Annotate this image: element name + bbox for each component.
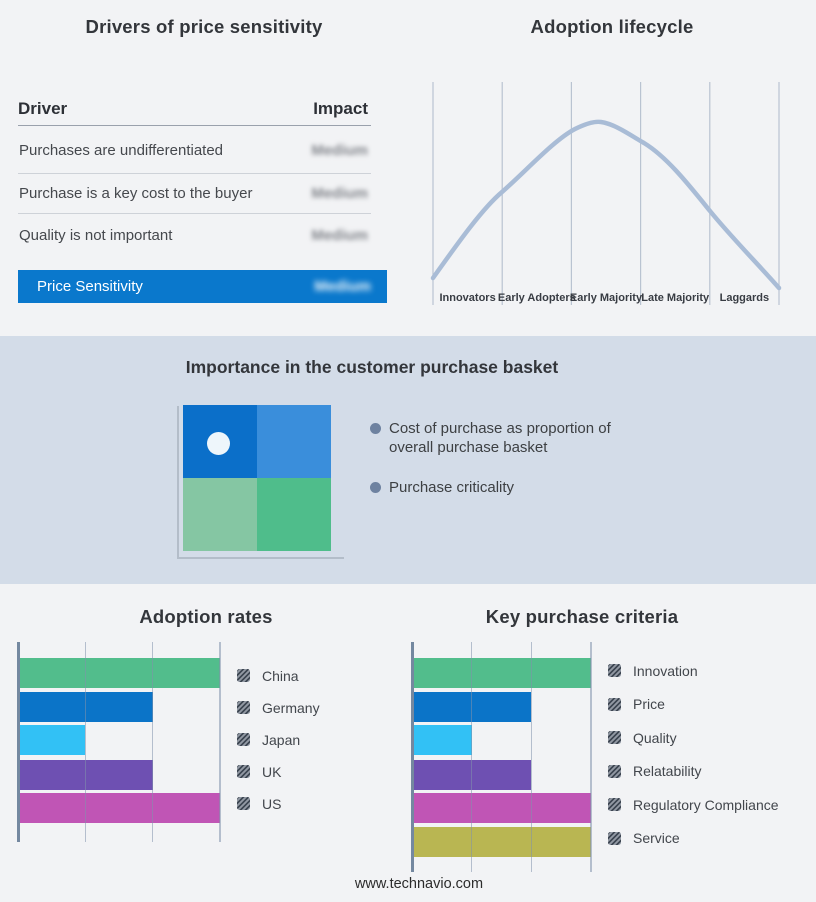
legend-swatch-icon xyxy=(608,831,621,845)
lifecycle-title: Adoption lifecycle xyxy=(530,16,694,37)
legend-swatch-icon xyxy=(237,701,250,714)
legend-label: Relatability xyxy=(633,763,702,779)
stage-label: Late Majority xyxy=(641,292,710,304)
legend-label: Quality xyxy=(633,729,677,746)
quadrant-y-axis xyxy=(177,406,179,558)
driver-row: Purchases are undifferentiated Medium xyxy=(18,127,371,174)
legend-item: US xyxy=(237,787,281,820)
stage-label: Early Majority xyxy=(569,292,643,304)
website-url: www.technavio.com xyxy=(354,876,484,892)
legend-swatch-icon xyxy=(608,731,621,744)
bar-us xyxy=(18,793,220,823)
legend-swatch-icon xyxy=(608,697,621,711)
legend-label: UK xyxy=(262,763,282,780)
legend-item: Quality xyxy=(608,721,677,754)
legend-swatch-icon xyxy=(608,764,621,778)
quadrant-cell-bottom-right xyxy=(257,478,331,551)
driver-cell: Quality is not important xyxy=(19,227,173,244)
purchase-basket-band xyxy=(0,336,816,584)
legend-label: China xyxy=(262,667,299,684)
gridline xyxy=(219,642,221,842)
driver-row: Purchase is a key cost to the buyer Mediu… xyxy=(18,173,371,214)
gridline xyxy=(471,642,473,872)
bar-service xyxy=(412,827,591,857)
bullet-item: Cost of purchase as proportion of overal… xyxy=(370,419,640,457)
legend-swatch-icon xyxy=(237,733,250,746)
basket-bullet-list: Cost of purchase as proportion of overal… xyxy=(370,419,640,518)
drivers-title: Drivers of price sensitivity xyxy=(85,16,323,37)
quadrant-cell-bottom-left xyxy=(183,478,257,551)
key-purchase-criteria-plot xyxy=(411,642,592,872)
price-sensitivity-label: Price Sensitivity xyxy=(37,278,143,295)
bullet-icon xyxy=(370,423,381,434)
basket-title: Importance in the customer purchase bask… xyxy=(185,357,559,377)
stage-label: Laggards xyxy=(719,292,770,304)
bar-china xyxy=(18,658,220,688)
legend-label: Regulatory Compliance xyxy=(633,796,779,813)
adoption-rates-title: Adoption rates xyxy=(139,606,273,627)
legend-item: Relatability xyxy=(608,755,701,788)
legend-item: Service xyxy=(608,822,680,855)
stage-label: Innovators xyxy=(439,292,496,304)
legend-label: Price xyxy=(633,696,665,712)
gridline xyxy=(152,642,154,842)
key-purchase-criteria-title: Key purchase criteria xyxy=(485,606,679,627)
purchase-basket-quadrant xyxy=(183,405,331,551)
legend-label: Germany xyxy=(262,699,320,716)
quadrant-cell-top-left xyxy=(183,405,257,478)
legend-item: Regulatory Compliance xyxy=(608,788,779,821)
bar-regulatory-compliance xyxy=(412,793,591,823)
y-axis-line xyxy=(17,642,20,842)
legend-item: Japan xyxy=(237,723,300,756)
legend-item: China xyxy=(237,659,299,692)
legend-label: Service xyxy=(633,830,680,846)
legend-item: Germany xyxy=(237,691,320,724)
driver-cell: Purchase is a key cost to the buyer xyxy=(19,184,253,202)
bullet-text: Purchase criticality xyxy=(389,479,515,496)
legend-item: Price xyxy=(608,688,665,721)
impact-cell: Medium xyxy=(311,184,368,202)
lifecycle-curve xyxy=(430,119,782,291)
legend-label: Japan xyxy=(262,731,301,748)
price-sensitivity-impact-value: Medium xyxy=(314,278,371,295)
driver-row: Quality is not important Medium xyxy=(18,213,371,258)
drivers-table-header: Driver Impact xyxy=(18,92,371,126)
gridline xyxy=(530,642,532,872)
legend-label: US xyxy=(262,795,282,812)
price-sensitivity-row: Price Sensitivity Medium xyxy=(18,270,387,303)
lifecycle-chart xyxy=(430,82,782,305)
legend-swatch-icon xyxy=(237,669,250,682)
bar-quality xyxy=(412,725,472,755)
legend-swatch-icon xyxy=(237,797,250,810)
lifecycle-gridlines xyxy=(432,82,780,305)
legend-item: UK xyxy=(237,755,281,788)
quadrant-cell-top-right xyxy=(257,405,331,478)
quadrant-x-axis xyxy=(177,557,344,559)
impact-column-header: Impact xyxy=(313,98,368,118)
legend-label: Innovation xyxy=(633,662,698,679)
legend-swatch-icon xyxy=(237,765,250,778)
driver-column-header: Driver xyxy=(18,98,68,118)
gridline xyxy=(590,642,592,872)
legend-swatch-icon xyxy=(608,798,621,811)
adoption-rates-plot xyxy=(17,642,221,842)
bullet-item: Purchase criticality xyxy=(370,478,640,497)
bar-japan xyxy=(18,725,86,755)
driver-cell: Purchases are undifferentiated xyxy=(19,141,224,159)
bullet-icon xyxy=(370,482,381,493)
bullet-text: Cost of purchase as proportion of overal… xyxy=(389,420,611,456)
bar-innovation xyxy=(412,658,591,688)
legend-swatch-icon xyxy=(608,664,621,677)
impact-cell: Medium xyxy=(311,141,368,159)
position-marker-dot xyxy=(207,432,230,455)
stage-label: Early Adopters xyxy=(497,292,576,304)
gridline xyxy=(84,642,86,842)
y-axis-line xyxy=(411,642,414,872)
legend-item: Innovation xyxy=(608,654,698,687)
impact-cell: Medium xyxy=(311,227,368,244)
